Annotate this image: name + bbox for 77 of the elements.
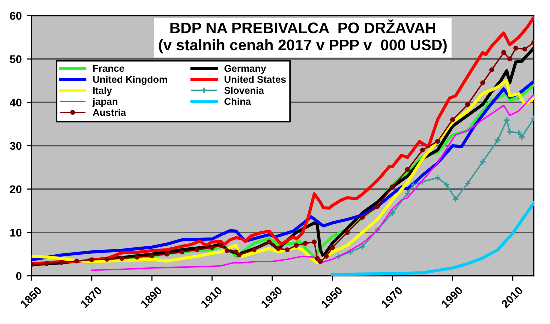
point: [508, 56, 512, 62]
y-tick-label: 10: [10, 228, 22, 237]
point: [234, 250, 239, 255]
point: [504, 116, 510, 124]
y-tick-label: 50: [10, 56, 22, 64]
chart-title: BDP NA PREBIVALCA PO DRŽAVAH: [170, 20, 436, 34]
point: [443, 182, 450, 188]
point: [434, 174, 442, 182]
point: [506, 128, 514, 136]
point: [502, 50, 506, 56]
y-tick-label: 0: [16, 272, 22, 280]
legend-label: Germany: [224, 65, 266, 74]
legend-label: United Kingdom: [93, 76, 168, 86]
y-tick-label: 40: [10, 98, 22, 107]
legend-label: Slovenia: [224, 86, 264, 94]
point: [303, 241, 308, 246]
point: [315, 256, 320, 262]
legend-label: japan: [92, 98, 118, 108]
legend-label: Italy: [93, 87, 112, 96]
y-tick-label: 30: [10, 142, 22, 150]
point: [420, 148, 426, 153]
legend-label: Austria: [93, 109, 126, 116]
point: [345, 230, 350, 236]
point: [285, 248, 290, 252]
point: [405, 167, 410, 172]
point: [522, 46, 528, 52]
point: [375, 204, 380, 210]
y-tick-label: 60: [10, 12, 22, 20]
point: [218, 243, 224, 248]
point: [104, 257, 110, 262]
point: [312, 240, 317, 245]
point: [419, 178, 426, 186]
point: [164, 252, 170, 257]
point: [318, 259, 323, 264]
legend-label: France: [93, 65, 124, 72]
point: [359, 244, 366, 250]
point: [236, 252, 242, 258]
point: [465, 102, 470, 108]
point: [210, 245, 215, 250]
point: [44, 261, 50, 266]
point: [224, 248, 230, 254]
point: [480, 80, 486, 86]
point: [324, 254, 330, 259]
point: [267, 240, 272, 245]
point: [60, 260, 64, 266]
point: [410, 182, 418, 188]
point: [435, 139, 440, 144]
text: (v stalnih cenah 2017 v PPP v 000 USD): [159, 39, 447, 54]
y-tick-label: 20: [10, 186, 22, 194]
point: [134, 254, 140, 260]
point: [452, 196, 460, 203]
point: [390, 184, 396, 190]
point: [194, 248, 200, 252]
point: [464, 180, 472, 188]
point: [360, 215, 366, 220]
point: [404, 190, 412, 198]
point: [74, 258, 80, 264]
legend-label: China: [224, 98, 252, 106]
point: [150, 254, 155, 259]
point: [252, 248, 257, 252]
point: [90, 258, 94, 262]
legend-label: United States: [224, 76, 286, 84]
point: [450, 118, 456, 122]
point: [276, 246, 281, 252]
point: [374, 226, 382, 234]
point: [294, 243, 299, 248]
point: [389, 210, 396, 217]
point: [490, 68, 494, 73]
line-series: [331, 202, 534, 276]
point: [330, 245, 336, 250]
point: [514, 46, 518, 51]
point: [494, 136, 502, 144]
point: [120, 256, 125, 262]
point: [516, 129, 522, 136]
point: [180, 250, 185, 255]
point: [479, 158, 486, 166]
point: [518, 134, 526, 141]
